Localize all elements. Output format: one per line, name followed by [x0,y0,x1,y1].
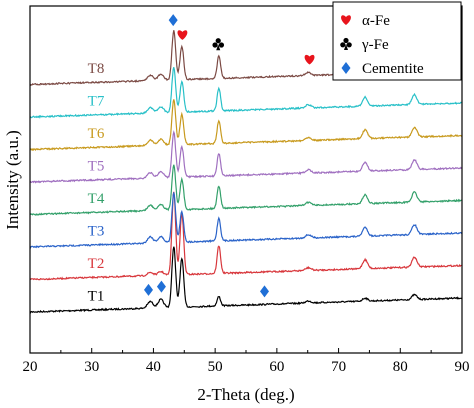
peak-marker-heart-3 [304,54,315,65]
series-label-t5: T5 [88,158,105,174]
legend-label: Cementite [362,61,424,77]
series-line-t2 [29,191,463,281]
legend-label: α-Fe [362,13,390,29]
legend: α-Fe γ-Fe Cementite [332,1,462,81]
y-axis-label: Intensity (a.u.) [3,130,22,230]
series-layer: T1 T2 T3 T4 T5 T6 T7 T8 [29,30,463,314]
legend-box [332,1,462,81]
series-label-t1: T1 [88,288,105,304]
peak-marker-heart-1 [177,30,188,40]
peak-marker-diamond-0 [168,14,178,27]
series-label-t8: T8 [88,61,105,77]
x-tick-label: 60 [269,359,284,375]
series-line-t5 [29,130,463,184]
x-tick-label: 30 [84,359,99,375]
peak-marker-diamond-8 [260,285,270,298]
x-tick-label: 80 [393,359,408,375]
legend-label: γ-Fe [361,37,389,53]
series-label-t4: T4 [88,191,105,207]
series-line-t7 [29,67,463,119]
legend-heart-icon [341,15,351,25]
series-label-t3: T3 [88,223,105,239]
x-axis-label: 2-Theta (deg.) [197,385,294,404]
series-label-t7: T7 [88,93,105,109]
series-line-t6 [29,99,463,152]
legend-diamond-icon [341,62,351,74]
series-line-t1 [29,246,463,314]
x-tick-label: 90 [455,359,470,375]
x-tick-label: 40 [146,359,161,375]
series-label-t2: T2 [88,256,105,272]
x-tick-label: 20 [23,359,38,375]
peak-marker-diamond-7 [156,280,166,293]
series-line-t4 [29,164,463,216]
peak-marker-club-2 [212,38,225,51]
peak-marker-diamond-6 [143,283,153,296]
x-tick-label: 50 [208,359,223,375]
series-line-t3 [29,192,463,249]
x-ticks: 20 30 40 50 60 70 80 90 [23,348,470,375]
x-tick-label: 70 [331,359,346,375]
legend-club-icon [340,37,352,50]
series-label-t6: T6 [88,126,105,142]
